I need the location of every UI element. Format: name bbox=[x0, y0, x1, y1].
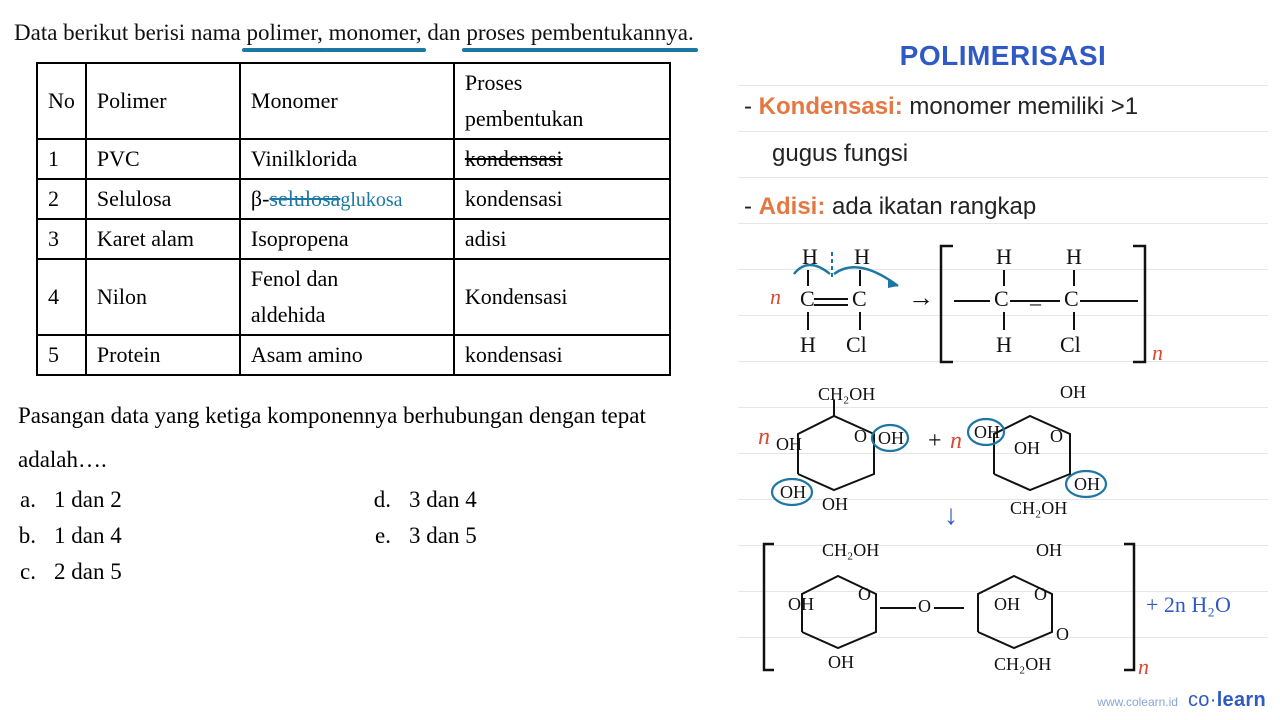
svg-text:CH₂OH: CH₂OH bbox=[994, 654, 1051, 674]
polymer-table: No Polimer Monomer Proses pembentukan 1 … bbox=[36, 62, 671, 376]
table-row: 4 Nilon Fenol dan aldehida Kondensasi bbox=[37, 259, 670, 335]
svg-text:OH: OH bbox=[1036, 540, 1062, 560]
svg-text:Cl: Cl bbox=[1060, 332, 1081, 357]
svg-text:O: O bbox=[858, 584, 871, 604]
svg-text:n: n bbox=[950, 428, 962, 454]
svg-text:+: + bbox=[928, 428, 942, 454]
svg-text:OH: OH bbox=[788, 594, 814, 614]
table-row: 5 Protein Asam amino kondensasi bbox=[37, 335, 670, 375]
svg-text:H: H bbox=[996, 244, 1012, 269]
svg-text:CH₂OH: CH₂OH bbox=[822, 540, 879, 560]
chemistry-diagrams: n H H C C H Cl → bbox=[738, 234, 1268, 674]
notes-title: POLIMERISASI bbox=[738, 40, 1268, 72]
svg-text:O: O bbox=[1034, 584, 1047, 604]
svg-text:C: C bbox=[994, 286, 1009, 311]
strike-selulosa: selulosa bbox=[269, 186, 340, 211]
svg-text:OH: OH bbox=[1014, 438, 1040, 458]
table-row: 3 Karet alam Isopropena adisi bbox=[37, 219, 670, 259]
notes-panel: POLIMERISASI - Kondensasi: monomer memil… bbox=[738, 40, 1268, 674]
svg-text:H: H bbox=[800, 332, 816, 357]
svg-text:OH: OH bbox=[828, 652, 854, 672]
option-a[interactable]: a.1 dan 2 bbox=[10, 487, 365, 513]
svg-text:OH: OH bbox=[1060, 382, 1086, 402]
footer-url: www.colearn.id bbox=[1097, 695, 1178, 709]
strike-kondensasi: kondensasi bbox=[465, 146, 563, 171]
svg-text:OH: OH bbox=[994, 594, 1020, 614]
th-polimer: Polimer bbox=[86, 63, 240, 139]
svg-text:O: O bbox=[918, 596, 931, 616]
svg-text:–: – bbox=[1029, 290, 1042, 315]
th-no: No bbox=[37, 63, 86, 139]
svg-text:→: → bbox=[908, 283, 934, 312]
svg-text:OH: OH bbox=[780, 482, 806, 502]
option-e[interactable]: e.3 dan 5 bbox=[365, 523, 720, 549]
svg-text:H: H bbox=[854, 244, 870, 269]
svg-text:OH: OH bbox=[878, 428, 904, 448]
underline-monomer: monomer, bbox=[329, 20, 422, 46]
svg-text:O: O bbox=[1050, 426, 1063, 446]
bullet-adisi: - Adisi: ada ikatan rangkap bbox=[744, 184, 1268, 231]
svg-text:CH₂OH: CH₂OH bbox=[1010, 498, 1067, 518]
table-row: 1 PVC Vinilklorida kondensasi bbox=[37, 139, 670, 179]
option-b[interactable]: b.1 dan 4 bbox=[10, 523, 365, 549]
diagram-svg: n H H C C H Cl → bbox=[738, 234, 1268, 694]
handwritten-glukosa: glukosa bbox=[340, 189, 402, 211]
option-c[interactable]: c.2 dan 5 bbox=[10, 559, 365, 585]
intro-text: Data berikut berisi nama polimer, monome… bbox=[14, 20, 720, 46]
underline-polimer: polimer, bbox=[246, 20, 322, 46]
svg-text:H: H bbox=[1066, 244, 1082, 269]
svg-text:n: n bbox=[1138, 654, 1149, 679]
option-d[interactable]: d.3 dan 4 bbox=[365, 487, 720, 513]
svg-text:C: C bbox=[800, 286, 815, 311]
svg-text:C: C bbox=[852, 286, 867, 311]
underline-proses: proses pembentukannya. bbox=[466, 20, 693, 46]
th-monomer: Monomer bbox=[240, 63, 454, 139]
intro-prefix: Data berikut berisi nama bbox=[14, 20, 246, 45]
svg-text:OH: OH bbox=[1074, 474, 1100, 494]
bullet-kondensasi: - Kondensasi: monomer memiliki >1 gugus … bbox=[744, 84, 1268, 178]
n-left: n bbox=[770, 284, 781, 309]
svg-text:O: O bbox=[854, 426, 867, 446]
svg-text:Cl: Cl bbox=[846, 332, 867, 357]
svg-text:n: n bbox=[1152, 340, 1163, 365]
svg-text:CH₂OH: CH₂OH bbox=[818, 384, 875, 404]
svg-text:↓: ↓ bbox=[944, 500, 958, 531]
svg-text:OH: OH bbox=[822, 494, 848, 514]
svg-text:H: H bbox=[996, 332, 1012, 357]
table-row: 2 Selulosa β-selulosaglukosa kondensasi bbox=[37, 179, 670, 219]
svg-text:+ 2n H₂O: + 2n H₂O bbox=[1146, 592, 1231, 617]
answer-options: a.1 dan 2 d.3 dan 4 b.1 dan 4 e.3 dan 5 … bbox=[10, 487, 720, 585]
svg-text:OH: OH bbox=[776, 434, 802, 454]
svg-text:C: C bbox=[1064, 286, 1079, 311]
svg-text:n: n bbox=[758, 424, 770, 450]
svg-text:OH: OH bbox=[974, 422, 1000, 442]
question-panel: Data berikut berisi nama polimer, monome… bbox=[14, 20, 720, 585]
th-proses: Proses pembentukan bbox=[454, 63, 670, 139]
table-header-row: No Polimer Monomer Proses pembentukan bbox=[37, 63, 670, 139]
question-text: Pasangan data yang ketiga komponennya be… bbox=[18, 394, 720, 481]
svg-text:O: O bbox=[1056, 624, 1069, 644]
